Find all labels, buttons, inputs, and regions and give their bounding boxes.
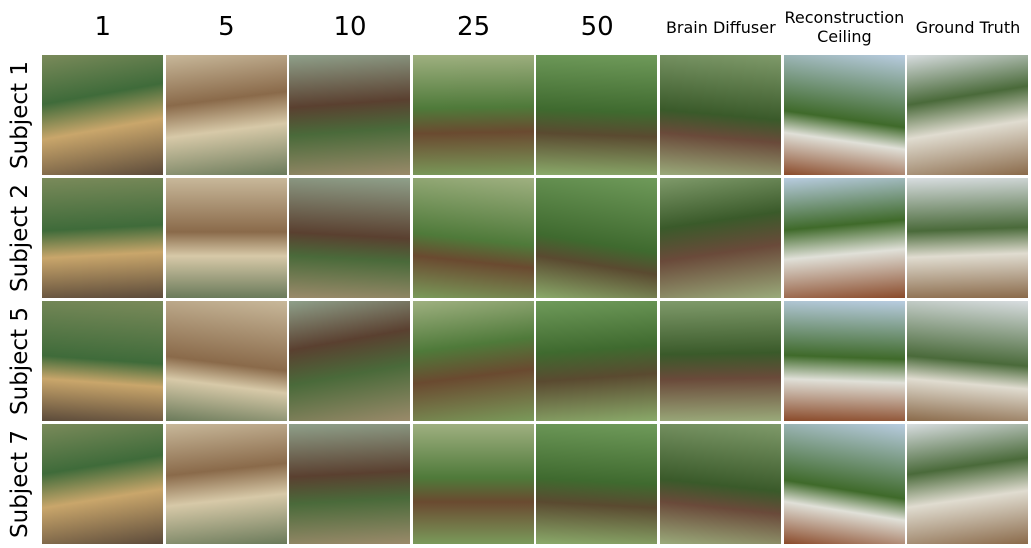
column-header: Reconstruction Ceiling	[784, 8, 905, 46]
column-header: Ground Truth	[915, 17, 1021, 37]
image-cell	[412, 178, 534, 298]
image-cell	[412, 301, 534, 421]
image-cell	[289, 424, 411, 544]
image-cell	[42, 424, 163, 544]
image-cell	[536, 424, 658, 544]
image-cell	[783, 178, 905, 298]
image-cell	[907, 301, 1029, 421]
image-cell	[783, 55, 905, 175]
image-cell	[289, 301, 411, 421]
column-header: 25	[457, 11, 491, 42]
image-cell	[165, 178, 287, 298]
image-cell	[536, 178, 658, 298]
image-cell	[907, 55, 1029, 175]
image-cell	[660, 301, 781, 421]
image-cell	[536, 55, 658, 175]
image-cell	[42, 301, 163, 421]
row-label-text: Subject 5	[7, 307, 33, 415]
image-cell	[536, 301, 658, 421]
image-cell	[783, 301, 905, 421]
row-label: Subject 7	[0, 424, 40, 544]
row-label-text: Subject 1	[7, 61, 33, 169]
image-cell	[165, 55, 287, 175]
image-cell	[907, 178, 1029, 298]
image-cell	[165, 301, 287, 421]
column-header: Brain Diffuser	[665, 17, 776, 37]
image-cell	[907, 424, 1029, 544]
image-cell	[289, 55, 411, 175]
row-label: Subject 1	[0, 55, 40, 175]
image-cell	[42, 55, 163, 175]
column-header: 5	[218, 11, 235, 42]
row-label-text: Subject 2	[7, 184, 33, 292]
row-label: Subject 5	[0, 301, 40, 421]
image-cell	[783, 424, 905, 544]
image-cell	[660, 178, 781, 298]
row-label: Subject 2	[0, 178, 40, 298]
image-cell	[660, 55, 781, 175]
image-cell	[165, 424, 287, 544]
row-label-text: Subject 7	[7, 430, 33, 538]
image-cell	[660, 424, 781, 544]
image-cell	[412, 55, 534, 175]
image-cell	[289, 178, 411, 298]
image-cell	[42, 178, 163, 298]
column-header: 50	[580, 11, 614, 42]
column-header: 10	[333, 11, 367, 42]
column-header: 1	[94, 11, 112, 42]
image-cell	[412, 424, 534, 544]
